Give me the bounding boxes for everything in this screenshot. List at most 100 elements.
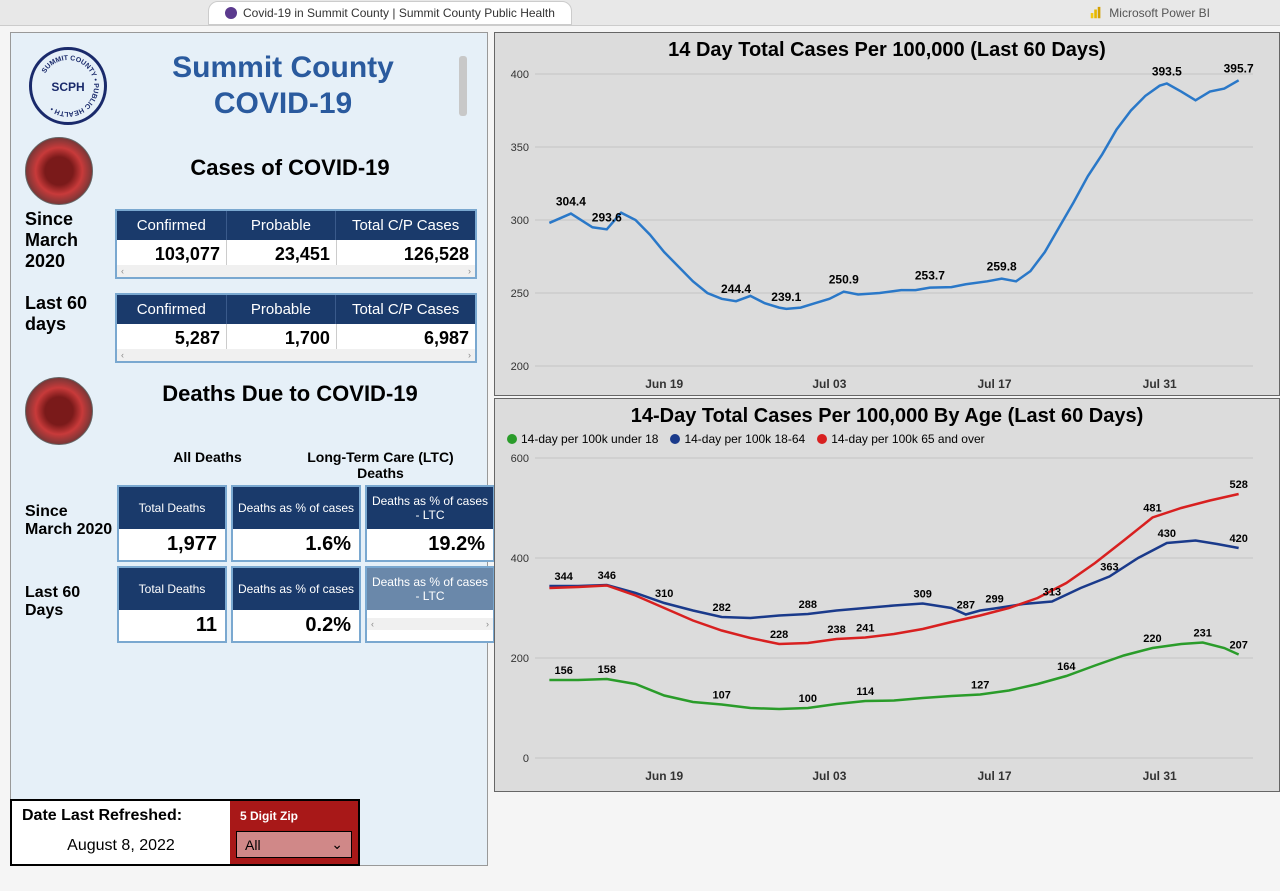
since-label: Since March 2020 [25, 209, 107, 272]
dashboard-title: Summit County COVID-19 [123, 50, 443, 122]
svg-text:313: 313 [1043, 587, 1061, 599]
col-total: Total C/P Cases [336, 211, 475, 240]
svg-text:238: 238 [827, 624, 845, 636]
svg-text:253.7: 253.7 [915, 269, 945, 283]
svg-text:158: 158 [598, 664, 616, 676]
virus-icon [25, 377, 93, 445]
col-probable: Probable [227, 295, 337, 324]
val-total: 6,987 [337, 324, 475, 349]
svg-text:Jul 03: Jul 03 [812, 377, 846, 391]
svg-text:250: 250 [511, 288, 529, 300]
virus-icon [25, 137, 93, 205]
cases-last60-table[interactable]: Confirmed Probable Total C/P Cases 5,287… [115, 293, 477, 363]
svg-text:241: 241 [856, 623, 874, 635]
svg-text:Jul 17: Jul 17 [978, 769, 1012, 783]
card-deaths-pct[interactable]: Deaths as % of cases 1.6% [231, 485, 361, 562]
svg-text:231: 231 [1194, 628, 1212, 640]
card-deaths-pct-ltc[interactable]: Deaths as % of cases - LTC 19.2% [365, 485, 495, 562]
powerbi-tab[interactable]: Microsoft Power BI [1089, 6, 1210, 20]
deaths-section-title: Deaths Due to COVID-19 [103, 377, 477, 407]
val-confirmed: 103,077 [117, 240, 227, 265]
browser-tab-bar: Covid-19 in Summit County | Summit Count… [0, 0, 1280, 26]
svg-text:310: 310 [655, 588, 673, 600]
val-confirmed: 5,287 [117, 324, 227, 349]
svg-text:228: 228 [770, 629, 788, 641]
svg-text:304.4: 304.4 [556, 195, 586, 209]
browser-tab-main[interactable]: Covid-19 in Summit County | Summit Count… [208, 1, 572, 25]
col-total: Total C/P Cases [336, 295, 475, 324]
left-panel: SUMMIT COUNTY • PUBLIC HEALTH • SCPH Sum… [10, 32, 488, 866]
chart-14day-by-age[interactable]: 14-Day Total Cases Per 100,000 By Age (L… [494, 398, 1280, 792]
val-probable: 23,451 [227, 240, 337, 265]
svg-text:156: 156 [555, 665, 573, 677]
svg-text:395.7: 395.7 [1224, 64, 1254, 75]
svg-text:200: 200 [511, 653, 529, 665]
tab-title: Covid-19 in Summit County | Summit Count… [243, 6, 555, 20]
scph-logo: SUMMIT COUNTY • PUBLIC HEALTH • SCPH [29, 47, 107, 125]
svg-text:309: 309 [914, 589, 932, 601]
svg-text:299: 299 [985, 594, 1003, 606]
card-total-deaths[interactable]: Total Deaths 1,977 [117, 485, 227, 562]
sub-ltc-deaths: Long-Term Care (LTC) Deaths [294, 449, 467, 481]
svg-text:600: 600 [511, 453, 529, 465]
zip-label: 5 Digit Zip [236, 807, 352, 825]
chart1-title: 14 Day Total Cases Per 100,000 (Last 60 … [495, 33, 1279, 64]
svg-text:481: 481 [1143, 503, 1161, 515]
chevron-down-icon: ⌄ [331, 836, 343, 853]
svg-text:107: 107 [713, 690, 731, 702]
table-scroll[interactable]: ‹› [117, 349, 475, 361]
svg-text:528: 528 [1229, 479, 1247, 491]
cases-section-title: Cases of COVID-19 [103, 137, 477, 181]
table-scroll[interactable]: ‹› [117, 265, 475, 277]
svg-text:207: 207 [1229, 640, 1247, 652]
svg-text:244.4: 244.4 [721, 282, 751, 296]
card-deaths-pct-ltc-60[interactable]: Deaths as % of cases - LTC ‹› [365, 566, 495, 643]
svg-text:SCPH: SCPH [51, 80, 84, 94]
footer-bar: Date Last Refreshed: August 8, 2022 5 Di… [10, 799, 360, 866]
col-confirmed: Confirmed [117, 295, 227, 324]
svg-text:250.9: 250.9 [829, 273, 859, 287]
svg-text:0: 0 [523, 753, 529, 765]
card-total-deaths-60[interactable]: Total Deaths 11 [117, 566, 227, 643]
scroll-hint[interactable] [459, 56, 467, 116]
sub-all-deaths: All Deaths [121, 449, 294, 481]
svg-text:164: 164 [1057, 661, 1076, 673]
cases-since-table[interactable]: Confirmed Probable Total C/P Cases 103,0… [115, 209, 477, 279]
svg-text:350: 350 [511, 142, 529, 154]
svg-text:420: 420 [1229, 533, 1247, 545]
chart2-svg: 0200400600Jun 19Jul 03Jul 17Jul 31344346… [495, 448, 1265, 788]
refreshed-label: Date Last Refreshed: [22, 807, 220, 825]
svg-text:Jul 03: Jul 03 [812, 769, 846, 783]
tab-favicon [225, 7, 237, 19]
svg-text:114: 114 [856, 686, 875, 698]
svg-text:363: 363 [1100, 562, 1118, 574]
svg-text:293.6: 293.6 [592, 210, 622, 224]
val-probable: 1,700 [227, 324, 337, 349]
svg-text:100: 100 [799, 693, 817, 705]
card-scroll[interactable]: ‹› [367, 618, 493, 630]
dashboard: SUMMIT COUNTY • PUBLIC HEALTH • SCPH Sum… [0, 26, 1280, 866]
chart-14day-total[interactable]: 14 Day Total Cases Per 100,000 (Last 60 … [494, 32, 1280, 396]
svg-text:288: 288 [799, 599, 817, 611]
svg-text:220: 220 [1143, 633, 1161, 645]
refreshed-date: August 8, 2022 [22, 825, 220, 855]
zip-select[interactable]: All ⌄ [236, 831, 352, 858]
svg-text:200: 200 [511, 361, 529, 373]
chart2-legend: 14-day per 100k under 1814-day per 100k … [495, 430, 1279, 448]
svg-text:Jul 17: Jul 17 [978, 377, 1012, 391]
last60-label: Last 60 days [25, 293, 107, 335]
card-deaths-pct-60[interactable]: Deaths as % of cases 0.2% [231, 566, 361, 643]
svg-text:239.1: 239.1 [771, 290, 801, 304]
svg-text:430: 430 [1158, 528, 1176, 540]
svg-text:Jul 31: Jul 31 [1143, 377, 1177, 391]
svg-text:Jun 19: Jun 19 [645, 769, 683, 783]
col-confirmed: Confirmed [117, 211, 227, 240]
svg-text:287: 287 [957, 600, 975, 612]
since-label: Since March 2020 [25, 485, 113, 562]
svg-text:259.8: 259.8 [987, 260, 1017, 274]
last60-label: Last 60 Days [25, 566, 113, 643]
svg-text:400: 400 [511, 69, 529, 81]
powerbi-icon [1089, 6, 1103, 20]
svg-text:393.5: 393.5 [1152, 64, 1182, 78]
svg-text:282: 282 [713, 602, 731, 614]
